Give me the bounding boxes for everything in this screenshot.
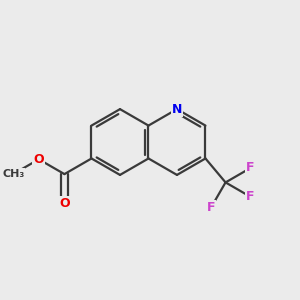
Text: O: O — [34, 153, 44, 166]
Text: N: N — [172, 103, 182, 116]
Text: F: F — [246, 190, 255, 203]
Text: O: O — [59, 197, 70, 210]
Text: F: F — [207, 201, 215, 214]
Text: CH₃: CH₃ — [2, 169, 24, 179]
Text: F: F — [246, 161, 255, 174]
